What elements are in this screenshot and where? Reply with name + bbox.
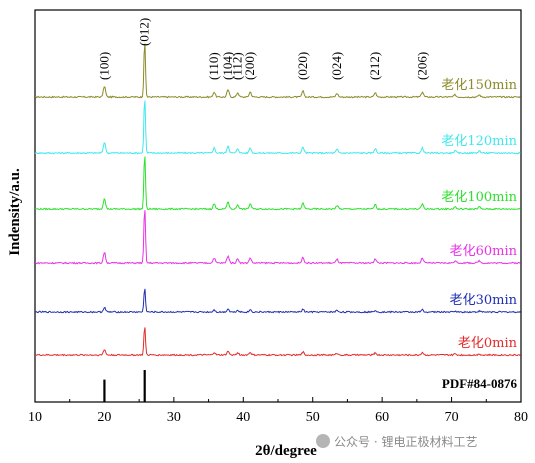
peak-label-6: (020) xyxy=(295,52,310,80)
x-axis-label: 2θ/degree xyxy=(255,443,317,459)
series-label-1: 老化120min xyxy=(441,134,517,149)
series-line-3 xyxy=(34,210,521,265)
x-tick-label-10: 10 xyxy=(28,410,42,425)
series-line-5 xyxy=(34,327,521,357)
x-tick-label-60: 60 xyxy=(375,410,389,425)
reference-label: PDF#84-0876 xyxy=(442,376,518,391)
watermark: 公众号 · 锂电正极材料工艺 xyxy=(316,433,477,450)
wechat-icon xyxy=(316,434,330,448)
series-line-1 xyxy=(34,100,521,155)
peak-label-8: (212) xyxy=(367,52,382,80)
peak-label-5: (200) xyxy=(242,52,257,80)
peak-label-9: (206) xyxy=(414,52,429,80)
peak-label-7: (024) xyxy=(329,52,344,80)
peak-label-1: (012) xyxy=(137,18,152,46)
x-tick-label-50: 50 xyxy=(306,410,320,425)
series-line-4 xyxy=(34,288,522,314)
series-label-3: 老化60min xyxy=(450,244,518,259)
series-line-0 xyxy=(34,43,522,99)
x-tick-label-30: 30 xyxy=(167,410,181,425)
peak-label-2: (110) xyxy=(206,52,221,80)
peak-label-4: (112) xyxy=(230,52,245,80)
x-tick-label-20: 20 xyxy=(97,410,111,425)
series-line-2 xyxy=(34,156,521,211)
series-label-5: 老化0min xyxy=(458,336,518,351)
series-label-4: 老化30min xyxy=(450,293,518,308)
series-label-0: 老化150min xyxy=(441,78,517,93)
peak-label-3: (104) xyxy=(220,52,235,80)
series-label-2: 老化100min xyxy=(441,190,517,205)
x-tick-label-70: 70 xyxy=(445,410,459,425)
y-axis-label: Indensity/a.u. xyxy=(7,168,23,256)
peak-label-0: (100) xyxy=(96,52,111,80)
x-tick-label-40: 40 xyxy=(236,410,250,425)
watermark-text: 公众号 · 锂电正极材料工艺 xyxy=(334,435,478,449)
x-tick-label-80: 80 xyxy=(514,410,528,425)
